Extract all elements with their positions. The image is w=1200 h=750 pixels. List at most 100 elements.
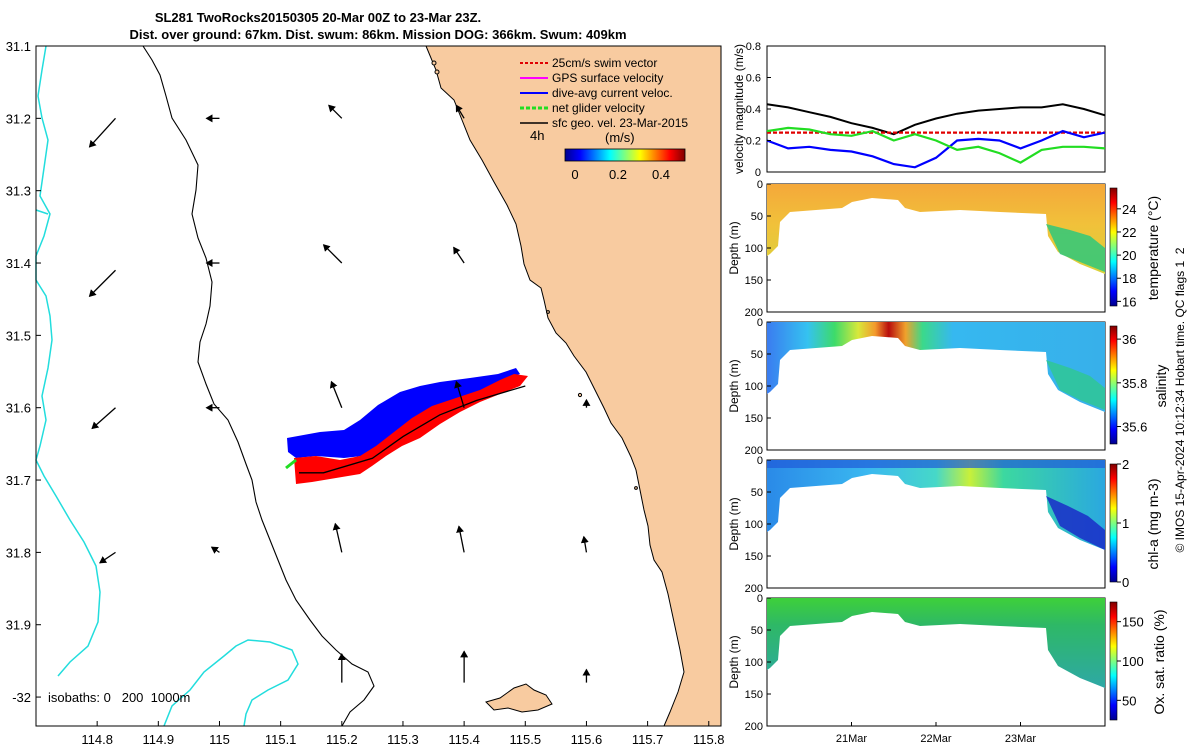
island — [485, 683, 553, 713]
depth-tick-label: 0 — [757, 317, 763, 329]
net-glider-velocity-vector — [285, 458, 297, 470]
oxygen-panel: 0 50 100 150 200 Depth (m) 50 100 150 Ox. sat.… — [727, 593, 1167, 745]
map-y-tick-label: 31.3 — [6, 184, 31, 199]
colorbar-tick-label: 24 — [1122, 202, 1136, 217]
oxygen-colorbar — [1109, 601, 1118, 721]
map-y-tick-label: -32 — [12, 690, 31, 705]
legend-item-geo-vel: sfc geo. vel. 23-Mar-2015 — [552, 116, 688, 130]
salinity-colorbar — [1109, 325, 1118, 445]
velocity-ylabel: velocity magnitude (m/s) — [732, 44, 746, 174]
temperature-cold-bottom — [1046, 224, 1105, 272]
colorbar-tick-label: 35.6 — [1122, 420, 1147, 435]
colorbar-tick-label: 50 — [1122, 693, 1136, 708]
salinity-panel: 0 50 100 150 200 Depth (m) 35.6 35.8 36 salini… — [727, 317, 1169, 457]
oxygen-colorbar-ticks: 50 100 150 — [1117, 615, 1144, 708]
colorbar-tick-label: 150 — [1122, 615, 1144, 630]
islet — [431, 60, 437, 66]
land-mass — [425, 45, 722, 727]
colorbar-tick-label: 100 — [1122, 654, 1144, 669]
geostrophic-vector — [580, 535, 589, 553]
map-x-tick-label: 115 — [209, 732, 230, 747]
copyright-footer: © IMOS 15-Apr-2024 10:12:34 Hobart time.… — [1173, 247, 1187, 552]
map-x-tick-label: 115.5 — [509, 732, 541, 747]
geostrophic-vector — [88, 269, 116, 297]
map-y-tick-label: 31.2 — [6, 111, 31, 126]
isobath-1000m — [35, 209, 49, 215]
chla-panel: 0 50 100 150 200 Depth (m) 0 1 2 chl-a (mg m-3… — [727, 455, 1161, 595]
map-x-tick-label: 115.2 — [326, 732, 358, 747]
title-line-2: Dist. over ground: 67km. Dist. swum: 86k… — [129, 27, 626, 42]
map-y-tick-label: 31.5 — [6, 328, 31, 343]
chla-colorbar-label: chl-a (mg m-3) — [1145, 478, 1161, 569]
isobath-200m — [142, 45, 375, 727]
salinity-bottom-patch — [1046, 360, 1105, 410]
map-x-tick-label: 115.7 — [632, 732, 664, 747]
legend-item-dive-avg: dive-avg current veloc. — [552, 86, 673, 100]
colorbar-tick-label: 35.8 — [1122, 376, 1147, 391]
map-x-tick-label: 115.4 — [448, 732, 480, 747]
time-label: 4h — [530, 128, 544, 143]
temperature-colorbar-label: temperature (°C) — [1145, 196, 1161, 300]
geostrophic-vector — [455, 104, 465, 119]
velocity-series-line — [766, 103, 1106, 136]
depth-tick-label: 200 — [745, 583, 763, 595]
velocity-axis-ticks: 0 0.2 0.4 0.6 0.8 — [746, 41, 771, 179]
map-y-tick-label: 31.1 — [6, 39, 31, 54]
map-y-tick-label: 31.7 — [6, 473, 31, 488]
geostrophic-vector — [99, 551, 116, 564]
map-y-tick-label: 31.4 — [6, 256, 31, 271]
time-tick-label: 22Mar — [920, 733, 952, 745]
colorbar-tick-label: 20 — [1122, 248, 1136, 263]
map-x-tick-label: 114.8 — [81, 732, 113, 747]
map-x-tick-label: 115.1 — [265, 732, 297, 747]
temperature-panel: 0 50 100 150 200 Depth (m) 16 18 20 22 24 temper… — [727, 179, 1161, 319]
depth-tick-label: 100 — [745, 657, 763, 669]
oxygen-ylabel: Depth (m) — [727, 635, 741, 688]
temperature-axis-ticks: 0 50 100 150 200 — [745, 179, 771, 319]
geostrophic-vector — [91, 407, 116, 430]
speed-colorbar-tick: 0.2 — [609, 167, 627, 182]
geostrophic-vector-field — [88, 104, 591, 683]
colorbar-tick-label: 2 — [1122, 457, 1129, 472]
glider-track — [299, 385, 526, 474]
salinity-ylabel: Depth (m) — [727, 359, 741, 412]
geostrophic-vector — [453, 246, 465, 264]
temperature-colorbar — [1109, 187, 1118, 307]
islet — [634, 486, 638, 490]
depth-tick-label: 100 — [745, 519, 763, 531]
velocity-series-line — [766, 126, 1106, 164]
geostrophic-vector — [210, 546, 220, 554]
map-legend: 25cm/s swim vector GPS surface velocity … — [520, 56, 688, 182]
depth-tick-label: 200 — [745, 721, 763, 733]
geostrophic-vector — [456, 525, 465, 553]
colorbar-tick-label: 22 — [1122, 225, 1136, 240]
colorbar-tick-label: 36 — [1122, 332, 1136, 347]
colorbar-tick-label: 0 — [1122, 575, 1129, 590]
speed-colorbar-tick: 0.4 — [652, 167, 670, 182]
colorbar-tick-label: 16 — [1122, 294, 1136, 309]
map-axes-frame — [35, 45, 722, 727]
depth-tick-label: 0 — [757, 179, 763, 191]
chla-surface-low — [767, 460, 1105, 468]
depth-tick-label: 50 — [751, 211, 763, 223]
salinity-field — [767, 322, 1105, 412]
map-panel: 114.8 114.9 115 115.1 115.2 115.3 115.4 115.5 11… — [6, 39, 725, 747]
islet — [434, 69, 440, 75]
map-x-tick-label: 115.3 — [387, 732, 419, 747]
legend-item-gps: GPS surface velocity — [552, 71, 663, 85]
chla-axis-ticks: 0 50 100 150 200 — [745, 455, 771, 595]
map-y-tick-label: 31.9 — [6, 618, 31, 633]
isobath-1000m — [163, 639, 299, 727]
depth-tick-label: 100 — [745, 381, 763, 393]
depth-tick-label: 0 — [757, 593, 763, 605]
velocity-y-tick-label: 0.8 — [746, 41, 761, 53]
time-tick-label: 23Mar — [1005, 733, 1037, 745]
map-y-tick-label: 31.6 — [6, 401, 31, 416]
isobaths-label: isobaths: 0 200 1000m — [48, 690, 190, 705]
oxygen-field — [767, 598, 1105, 688]
speed-colorbar-tick: 0 — [571, 167, 578, 182]
chla-ylabel: Depth (m) — [727, 497, 741, 550]
velocity-y-tick-label: 0.4 — [746, 104, 761, 116]
chla-colorbar-ticks: 0 1 2 — [1117, 457, 1129, 590]
legend-item-net-glider: net glider velocity — [552, 101, 645, 115]
